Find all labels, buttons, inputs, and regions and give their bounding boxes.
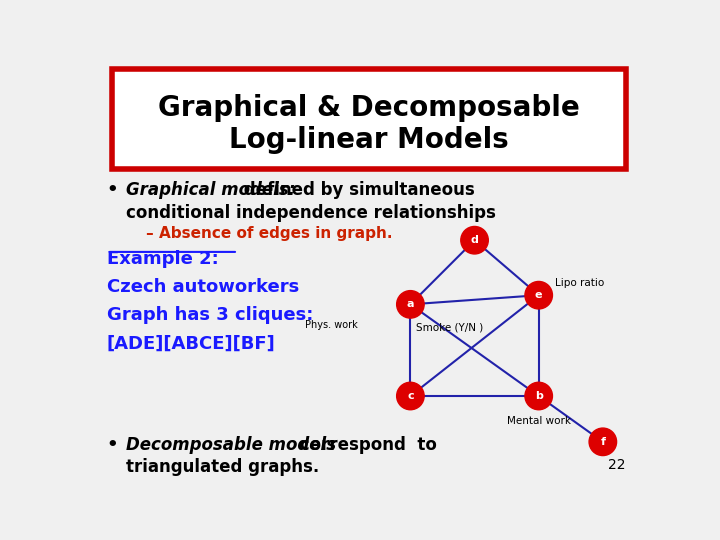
- Text: Example 2:: Example 2:: [107, 250, 218, 268]
- Text: 22: 22: [608, 458, 626, 472]
- Text: a: a: [407, 299, 414, 309]
- Text: •: •: [107, 181, 118, 199]
- Text: – Absence of edges in graph.: – Absence of edges in graph.: [145, 226, 392, 241]
- Text: Phys. work: Phys. work: [305, 321, 358, 330]
- Text: Mental work: Mental work: [507, 416, 571, 426]
- Text: e: e: [535, 290, 542, 300]
- Text: Decomposable models: Decomposable models: [126, 436, 336, 454]
- Text: Smoke (Y/N ): Smoke (Y/N ): [416, 323, 483, 333]
- Circle shape: [589, 428, 616, 456]
- Text: c: c: [407, 391, 414, 401]
- Text: Graph has 3 cliques:: Graph has 3 cliques:: [107, 306, 313, 325]
- Text: correspond  to: correspond to: [294, 436, 436, 454]
- Text: Graphical models:: Graphical models:: [126, 181, 296, 199]
- Circle shape: [397, 291, 424, 318]
- Text: Graphical & Decomposable: Graphical & Decomposable: [158, 94, 580, 123]
- Text: defined by simultaneous: defined by simultaneous: [238, 181, 474, 199]
- Text: f: f: [600, 437, 606, 447]
- Circle shape: [397, 382, 424, 410]
- Text: Lipo ratio: Lipo ratio: [555, 278, 604, 288]
- Text: Czech autoworkers: Czech autoworkers: [107, 278, 299, 296]
- Text: conditional independence relationships: conditional independence relationships: [126, 204, 496, 222]
- Circle shape: [525, 281, 552, 309]
- Circle shape: [525, 382, 552, 410]
- FancyBboxPatch shape: [112, 69, 626, 168]
- Circle shape: [461, 226, 488, 254]
- Text: Log-linear Models: Log-linear Models: [229, 126, 509, 154]
- Text: •: •: [107, 436, 118, 454]
- Text: triangulated graphs.: triangulated graphs.: [126, 458, 320, 476]
- Text: b: b: [535, 391, 543, 401]
- Text: d: d: [471, 235, 479, 245]
- Text: [ADE][ABCE][BF]: [ADE][ABCE][BF]: [107, 335, 276, 353]
